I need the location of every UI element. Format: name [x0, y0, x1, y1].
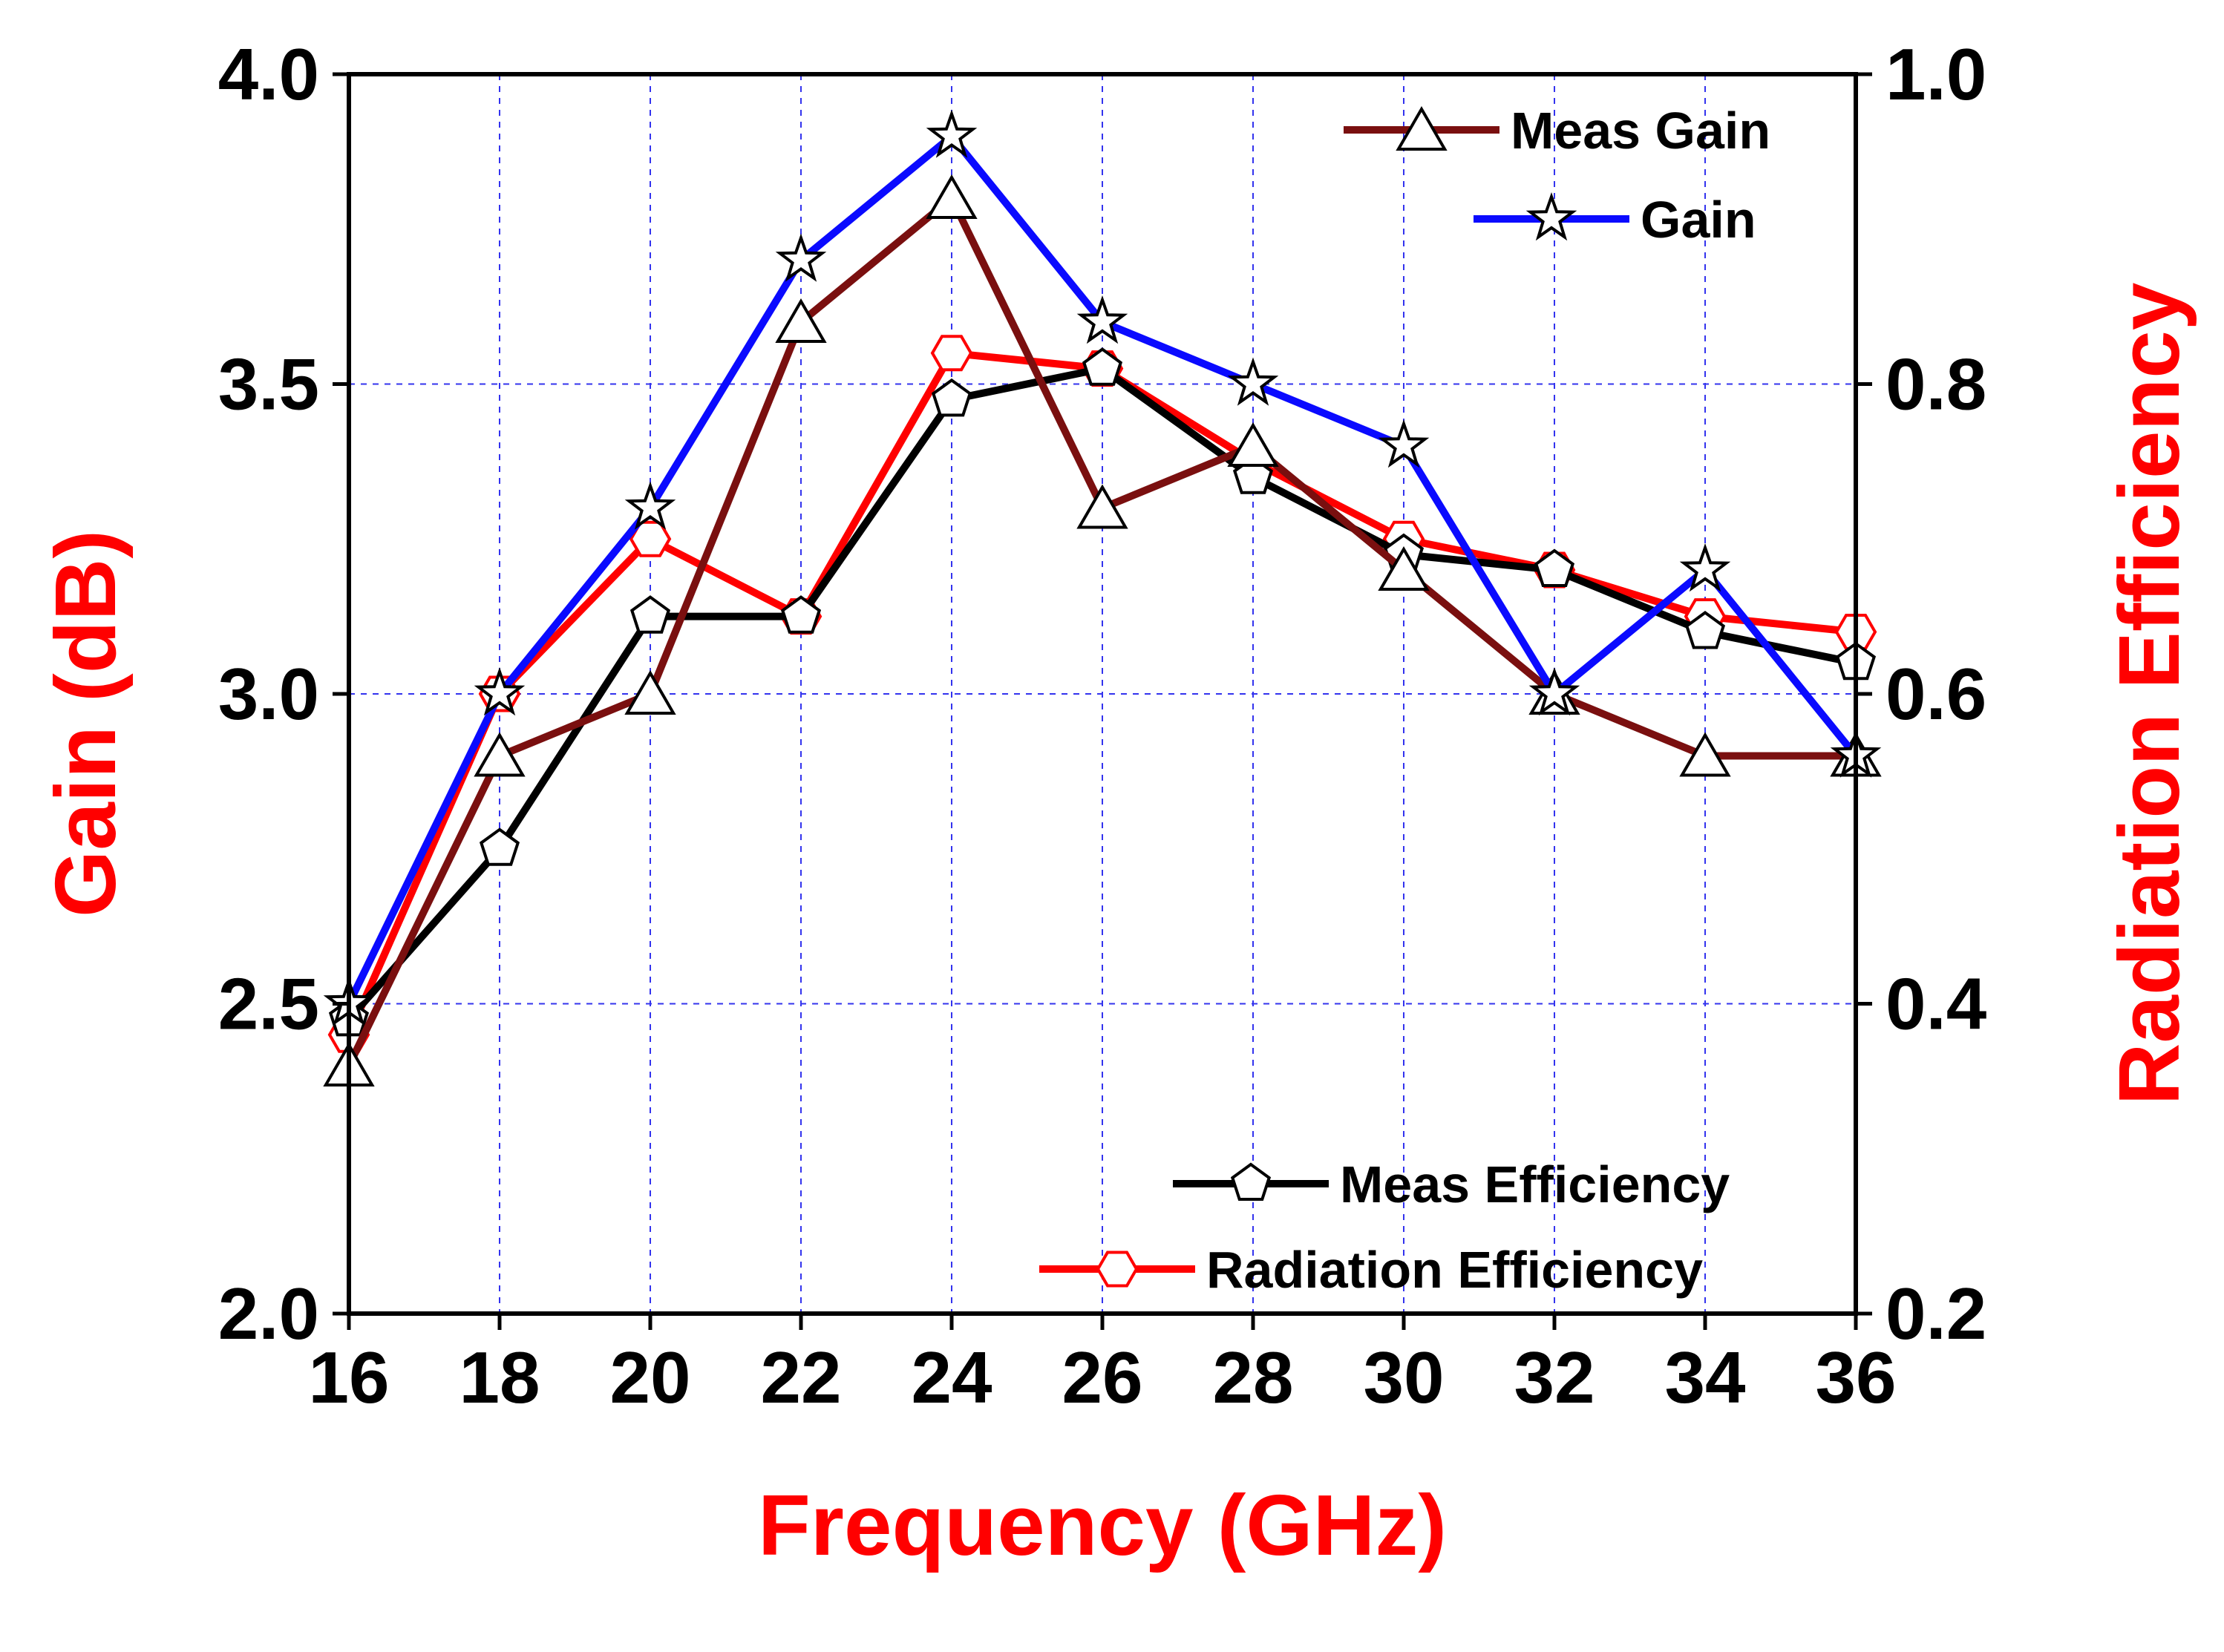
legend-label-radiation-efficiency: Radiation Efficiency — [1206, 1241, 1703, 1299]
legend-item-gain: Gain — [1474, 191, 1756, 249]
y-axis-left-title: Gain (dB) — [37, 530, 134, 917]
legend: Meas Gain Gain Meas Efficiency Radiation Ef… — [1039, 102, 1770, 1299]
x-tick-label: 36 — [1815, 1337, 1896, 1418]
data-point-meas-gain — [624, 670, 676, 715]
data-point-gain — [926, 109, 978, 158]
x-tick-label: 22 — [760, 1337, 841, 1418]
data-point-meas-gain — [474, 732, 526, 777]
data-point-meas-gain — [1378, 546, 1430, 591]
y-left-tick-label: 3.0 — [218, 653, 319, 735]
data-point-meas-efficiency — [1684, 611, 1726, 649]
data-point-gain — [1378, 419, 1430, 468]
legend-marker-radiation-efficiency — [1096, 1251, 1139, 1288]
data-point-meas-efficiency — [780, 595, 822, 634]
data-point-gain — [624, 481, 676, 530]
ticks: 16 18 20 22 24 26 28 30 32 34 36 2.0 2.5 3.0 3.5 4.0 0.2… — [218, 33, 1986, 1418]
legend-label-meas-gain: Meas Gain — [1511, 102, 1770, 160]
legend-marker-meas-gain — [1396, 106, 1448, 151]
y-left-tick-label: 4.0 — [218, 33, 319, 115]
data-point-meas-efficiency — [629, 595, 671, 634]
series-layer — [323, 109, 1882, 1086]
x-tick-label: 26 — [1062, 1337, 1142, 1418]
legend-marker-gain — [1525, 191, 1577, 241]
x-tick-label: 16 — [308, 1337, 389, 1418]
legend-label-gain: Gain — [1641, 191, 1756, 249]
x-tick-label: 24 — [911, 1337, 992, 1418]
legend-marker-meas-efficiency — [1230, 1162, 1272, 1201]
legend-item-radiation-efficiency: Radiation Efficiency — [1039, 1241, 1703, 1299]
y-right-tick-label: 0.6 — [1886, 653, 1986, 735]
data-point-gain — [1227, 357, 1279, 406]
y-right-tick-label: 1.0 — [1886, 33, 1986, 115]
data-point-gain — [775, 233, 827, 282]
grid — [349, 74, 1856, 1314]
data-point-gain — [474, 666, 526, 716]
y-right-tick-label: 0.2 — [1886, 1273, 1986, 1354]
x-tick-label: 32 — [1514, 1337, 1595, 1418]
y-right-tick-label: 0.4 — [1886, 963, 1986, 1045]
data-point-gain — [1528, 666, 1580, 716]
legend-item-meas-efficiency: Meas Efficiency — [1173, 1156, 1730, 1213]
data-point-meas-gain — [926, 174, 978, 219]
y-right-tick-label: 0.8 — [1886, 344, 1986, 425]
data-point-gain — [1076, 295, 1128, 344]
data-point-meas-gain — [1227, 422, 1279, 467]
data-point-radiation-efficiency — [930, 335, 973, 372]
y-axis-right-title: Radiation Efficiency — [2101, 283, 2197, 1106]
data-point-meas-efficiency — [931, 378, 972, 417]
y-left-tick-label: 2.0 — [218, 1273, 319, 1354]
x-tick-label: 34 — [1664, 1337, 1745, 1418]
data-point-meas-gain — [775, 298, 827, 343]
x-tick-label: 20 — [609, 1337, 690, 1418]
legend-item-meas-gain: Meas Gain — [1344, 102, 1770, 160]
data-point-meas-efficiency — [1534, 548, 1575, 587]
x-axis-title: Frequency (GHz) — [758, 1477, 1447, 1573]
x-tick-label: 30 — [1363, 1337, 1444, 1418]
data-point-meas-gain — [1076, 484, 1128, 529]
y-left-tick-label: 3.5 — [218, 344, 319, 425]
data-point-meas-efficiency — [1082, 347, 1123, 386]
data-point-meas-efficiency — [479, 827, 520, 866]
x-tick-label: 18 — [459, 1337, 540, 1418]
data-point-gain — [1679, 543, 1731, 592]
legend-label-meas-efficiency: Meas Efficiency — [1340, 1156, 1730, 1213]
x-tick-label: 28 — [1212, 1337, 1293, 1418]
y-left-tick-label: 2.5 — [218, 963, 319, 1045]
data-point-meas-gain — [1679, 732, 1731, 777]
